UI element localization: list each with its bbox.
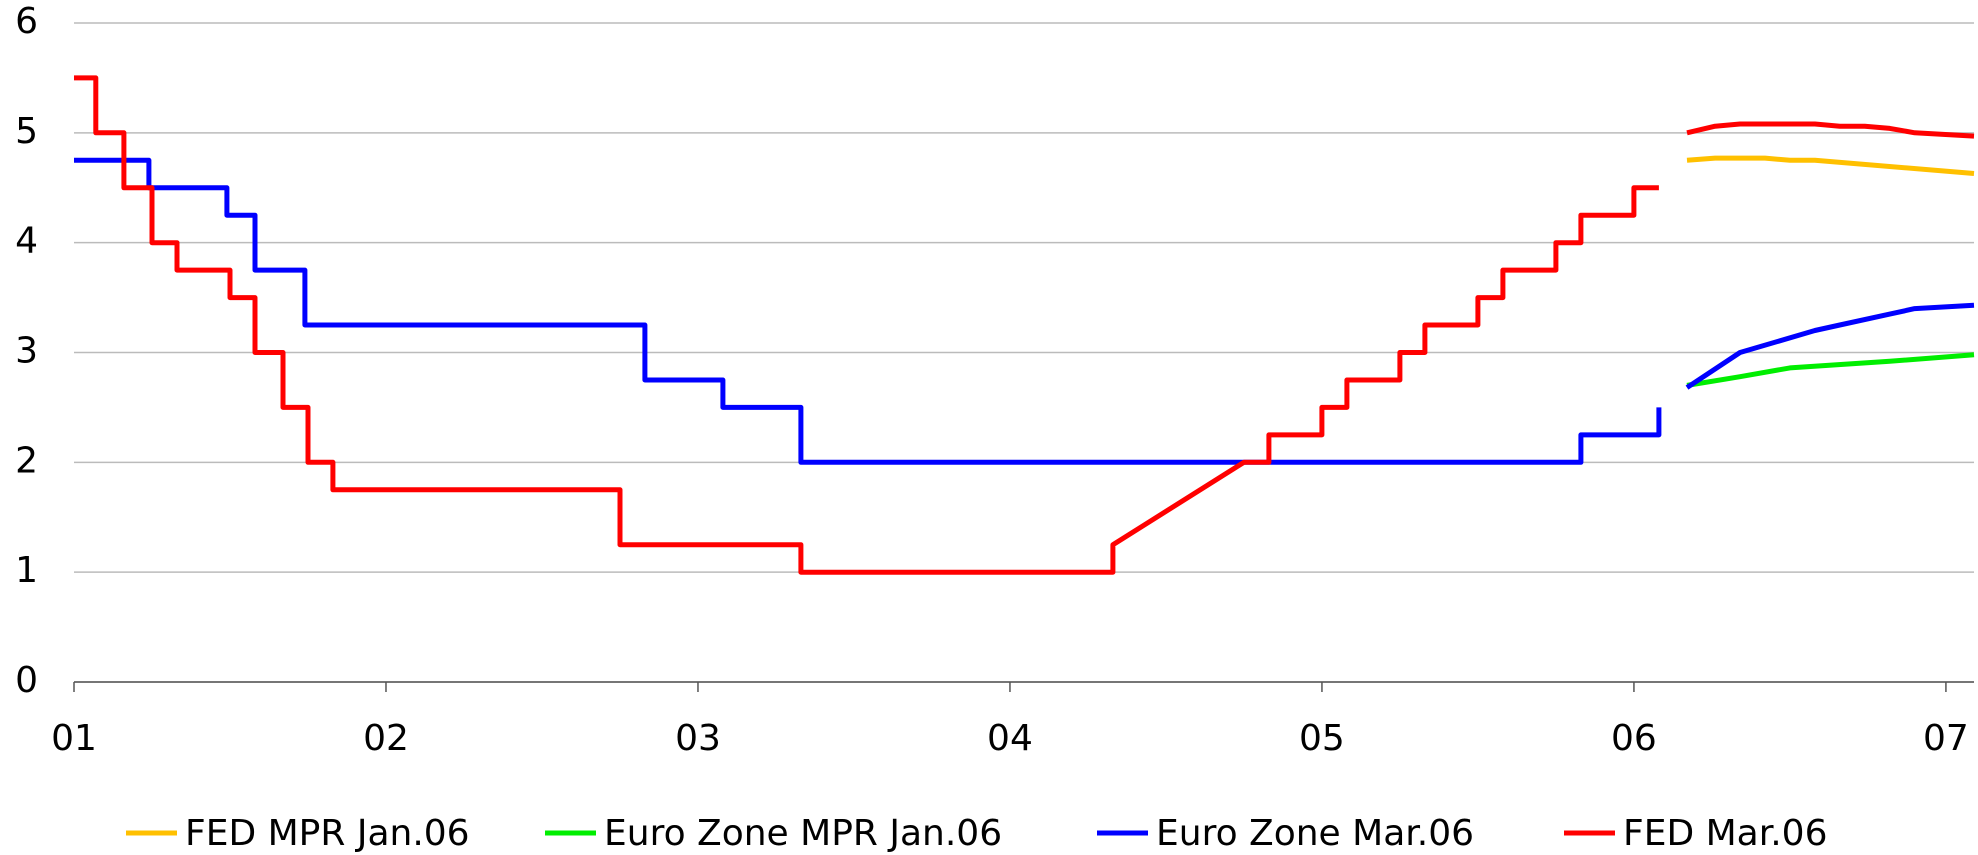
x-tick-label: 07	[1923, 718, 1969, 759]
series-line	[74, 75, 1659, 575]
y-tick-label: 5	[15, 111, 38, 152]
x-tick-label: 04	[987, 718, 1033, 759]
series-line	[1685, 302, 1975, 390]
series-line	[1686, 352, 1975, 388]
y-tick-label: 0	[15, 660, 38, 701]
legend-label: FED MPR Jan.06	[185, 813, 470, 854]
y-tick-label: 2	[15, 440, 38, 481]
legend-label: Euro Zone MPR Jan.06	[604, 813, 1002, 854]
y-tick-label: 1	[15, 550, 38, 591]
y-tick-label: 3	[15, 331, 38, 372]
x-tick-label: 02	[363, 718, 409, 759]
y-tick-label: 4	[15, 221, 38, 262]
x-tick-label: 06	[1611, 718, 1657, 759]
y-tick-label: 6	[15, 1, 38, 42]
series-line	[74, 157, 1662, 465]
series-line	[1686, 155, 1975, 176]
x-tick-label: 03	[675, 718, 721, 759]
legend-label: FED Mar.06	[1623, 813, 1828, 854]
x-tick-label: 01	[51, 718, 97, 759]
series-line	[1686, 121, 1975, 139]
x-tick-label: 05	[1299, 718, 1345, 759]
legend-label: Euro Zone Mar.06	[1156, 813, 1474, 854]
